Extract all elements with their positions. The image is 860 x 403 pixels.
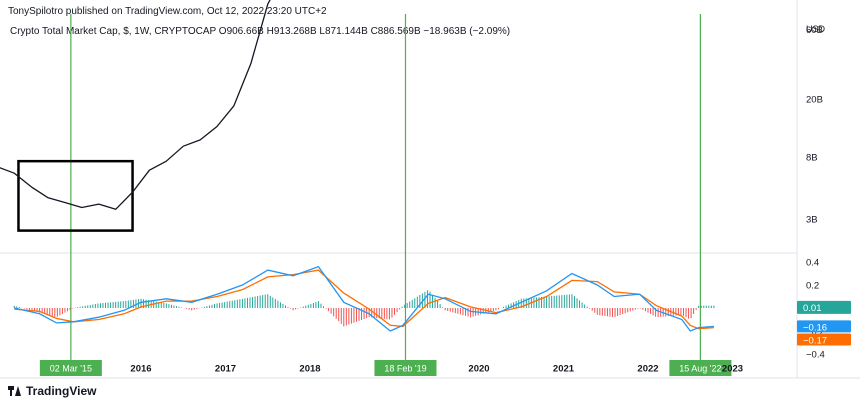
macd-tick-1: 0.2 bbox=[806, 281, 819, 292]
macd-badge-bg bbox=[797, 320, 851, 333]
marker-label-0: 02 Mar '15 bbox=[50, 364, 92, 374]
brand-label: TradingView bbox=[26, 384, 97, 398]
signal-line bbox=[14, 269, 714, 330]
currency-label: USD bbox=[806, 24, 826, 34]
tradingview-logo-icon bbox=[8, 386, 22, 396]
time-tick-1: 2017 bbox=[215, 364, 236, 375]
publisher-header: TonySpilotro published on TradingView.co… bbox=[8, 6, 327, 17]
macd-tick-0: 0.4 bbox=[806, 258, 819, 269]
signal-badge-text-0: −0.17 bbox=[803, 336, 827, 347]
price-series-line bbox=[0, 0, 271, 210]
marker-label-bg-1 bbox=[374, 360, 437, 376]
marker-label-bg-0 bbox=[39, 360, 102, 376]
time-tick-4: 2021 bbox=[553, 364, 575, 375]
time-tick-2: 2018 bbox=[299, 364, 320, 375]
marker-label-bg-2 bbox=[669, 360, 732, 376]
time-tick-6: 2023 bbox=[722, 364, 743, 375]
macd-line bbox=[14, 265, 714, 332]
macd-badge-text-0: −0.16 bbox=[803, 322, 827, 333]
marker-label-1: 18 Feb '19 bbox=[384, 364, 426, 374]
marker-label-2: 15 Aug '22 bbox=[679, 364, 721, 374]
signal-badge-bg bbox=[797, 333, 851, 346]
price-tick-3: 60B bbox=[806, 25, 823, 36]
tradingview-brand: TradingView bbox=[8, 384, 96, 398]
time-tick-3: 2020 bbox=[468, 364, 489, 375]
time-tick-0: 2016 bbox=[130, 364, 151, 375]
time-tick-5: 2022 bbox=[637, 364, 658, 375]
macd-tick-3: −0.4 bbox=[806, 350, 825, 361]
highlight-box-0 bbox=[17, 159, 134, 232]
price-tick-6: 3B bbox=[806, 215, 818, 226]
price-tick-5: 8B bbox=[806, 153, 818, 164]
price-tick-4: 20B bbox=[806, 95, 823, 106]
histogram-badge-bg bbox=[797, 300, 851, 314]
histogram-badge-text-0: 0.01 bbox=[803, 303, 822, 314]
